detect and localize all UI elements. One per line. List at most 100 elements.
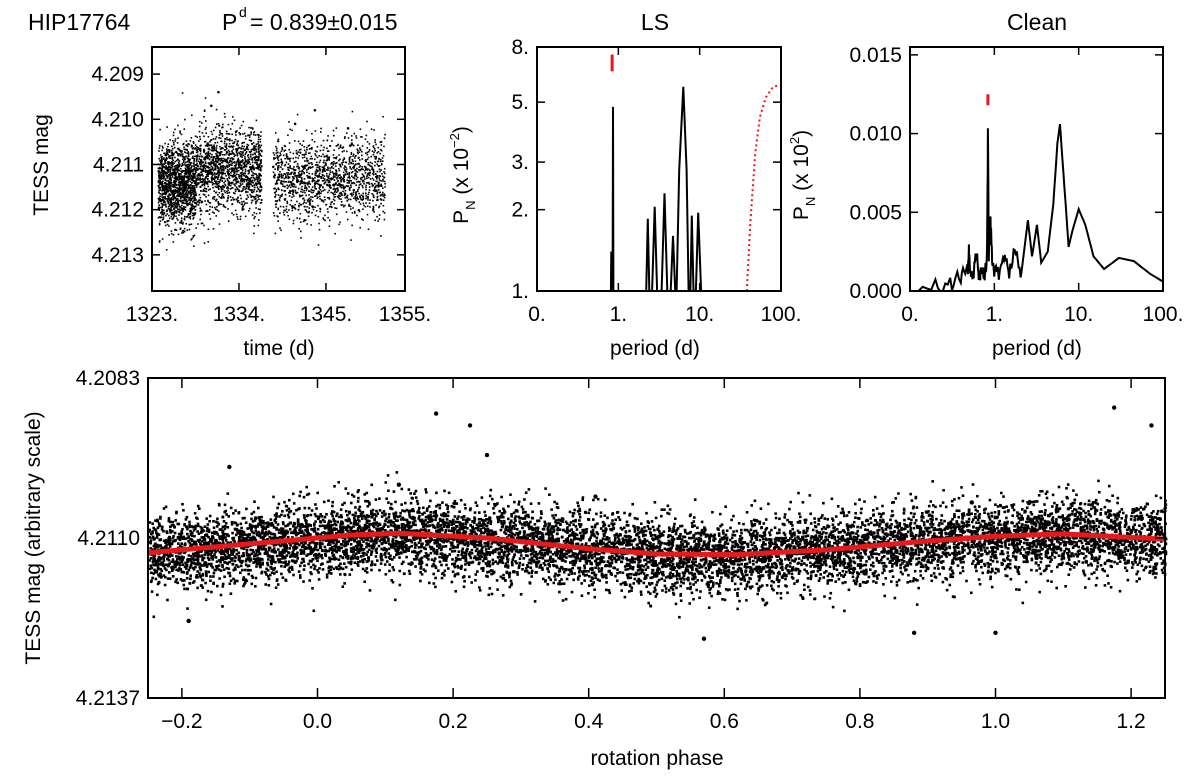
- lightcurve-point: [223, 190, 226, 192]
- lightcurve-point: [340, 198, 342, 200]
- lightcurve-point: [194, 169, 197, 171]
- lightcurve-point: [236, 154, 238, 156]
- lightcurve-point: [371, 177, 374, 180]
- lightcurve-point: [215, 176, 218, 178]
- phase-point: [578, 566, 582, 570]
- lightcurve-point: [348, 161, 351, 163]
- lightcurve-point: [372, 194, 375, 196]
- lightcurve-point: [178, 162, 180, 164]
- lightcurve-point: [259, 194, 261, 197]
- lightcurve-point: [349, 193, 352, 195]
- lightcurve-point: [199, 149, 201, 151]
- lightcurve-point: [342, 180, 345, 182]
- phase-point: [384, 551, 387, 555]
- lightcurve-point: [323, 168, 326, 170]
- lightcurve-point: [158, 175, 160, 177]
- lightcurve-point: [240, 166, 242, 169]
- lightcurve-point: [241, 209, 244, 211]
- lightcurve-point: [302, 168, 305, 171]
- phase-point: [266, 532, 270, 536]
- lightcurve-point: [250, 168, 253, 171]
- lightcurve-point: [294, 171, 296, 174]
- lightcurve-point: [258, 181, 260, 184]
- lightcurve-point: [259, 153, 261, 155]
- lightcurve-point: [251, 127, 254, 129]
- lightcurve-point: [326, 147, 328, 150]
- lightcurve-point: [173, 142, 175, 144]
- phase-point: [1067, 573, 1071, 576]
- lightcurve-point: [223, 165, 226, 168]
- lightcurve-point: [375, 176, 378, 179]
- lightcurve-point: [238, 132, 240, 134]
- phase-point: [828, 540, 831, 544]
- lightcurve-point: [333, 203, 335, 205]
- lightcurve-point: [348, 182, 350, 184]
- lightcurve-point: [304, 160, 306, 162]
- lightcurve-point: [194, 188, 196, 191]
- lightcurve-point: [344, 169, 346, 171]
- lightcurve-point: [257, 138, 260, 141]
- lightcurve-point: [304, 167, 307, 169]
- lightcurve-point: [202, 167, 205, 169]
- lightcurve-point: [229, 184, 232, 187]
- lightcurve-point: [357, 157, 360, 159]
- lightcurve-point: [351, 110, 354, 113]
- phase-point: [429, 517, 432, 521]
- lightcurve-point: [204, 140, 207, 143]
- lightcurve-point: [183, 158, 186, 161]
- lightcurve-point: [338, 177, 340, 179]
- lightcurve-point: [230, 199, 232, 201]
- lightcurve-point: [184, 182, 186, 184]
- lightcurve-point: [189, 207, 192, 210]
- lightcurve-point: [334, 190, 337, 192]
- lightcurve-point: [332, 175, 335, 178]
- lightcurve-point: [214, 126, 217, 129]
- lightcurve-point: [196, 158, 198, 161]
- lightcurve-point: [183, 195, 185, 197]
- lightcurve-point: [174, 189, 176, 192]
- lightcurve-point: [244, 188, 246, 190]
- lightcurve-point: [334, 207, 336, 209]
- lightcurve-point: [373, 211, 375, 213]
- lightcurve-point: [192, 178, 194, 181]
- lightcurve-point: [376, 196, 379, 199]
- lightcurve-point: [174, 206, 176, 208]
- lightcurve-point: [351, 212, 354, 214]
- lightcurve-point: [295, 186, 297, 188]
- lightcurve-point: [383, 167, 386, 170]
- lightcurve-point: [188, 165, 190, 167]
- phase-point: [789, 500, 792, 504]
- ls-ytick-label: 8.: [511, 36, 529, 59]
- lightcurve-point: [227, 180, 230, 183]
- lightcurve-point: [206, 143, 208, 145]
- lightcurve-point: [203, 110, 206, 112]
- lightcurve-point: [372, 195, 375, 198]
- lightcurve-point: [374, 149, 376, 152]
- lightcurve-point: [171, 218, 173, 220]
- lightcurve-point: [327, 176, 329, 179]
- lightcurve-point: [309, 166, 312, 168]
- lightcurve-point: [383, 218, 386, 221]
- lightcurve-point: [293, 186, 295, 188]
- lightcurve-point: [280, 161, 282, 164]
- lightcurve-point: [374, 183, 376, 185]
- lightcurve-point: [353, 177, 356, 180]
- lightcurve-point: [304, 187, 306, 189]
- lightcurve-point: [273, 175, 275, 177]
- lightcurve-point: [228, 176, 230, 179]
- lightcurve-point: [173, 215, 175, 217]
- lightcurve-point: [224, 184, 227, 187]
- lightcurve-point: [215, 182, 218, 184]
- lightcurve-point: [169, 167, 172, 169]
- lightcurve-point: [165, 192, 168, 195]
- lightcurve-point: [237, 199, 240, 202]
- lightcurve-point: [260, 144, 263, 147]
- lightcurve-point: [255, 194, 258, 196]
- lightcurve-point: [199, 163, 202, 166]
- lightcurve-point: [160, 161, 162, 163]
- lightcurve-point: [342, 178, 344, 181]
- lightcurve-point: [158, 200, 161, 202]
- lightcurve-point: [311, 200, 314, 202]
- lightcurve-point: [210, 130, 213, 133]
- lightcurve-point: [283, 190, 285, 192]
